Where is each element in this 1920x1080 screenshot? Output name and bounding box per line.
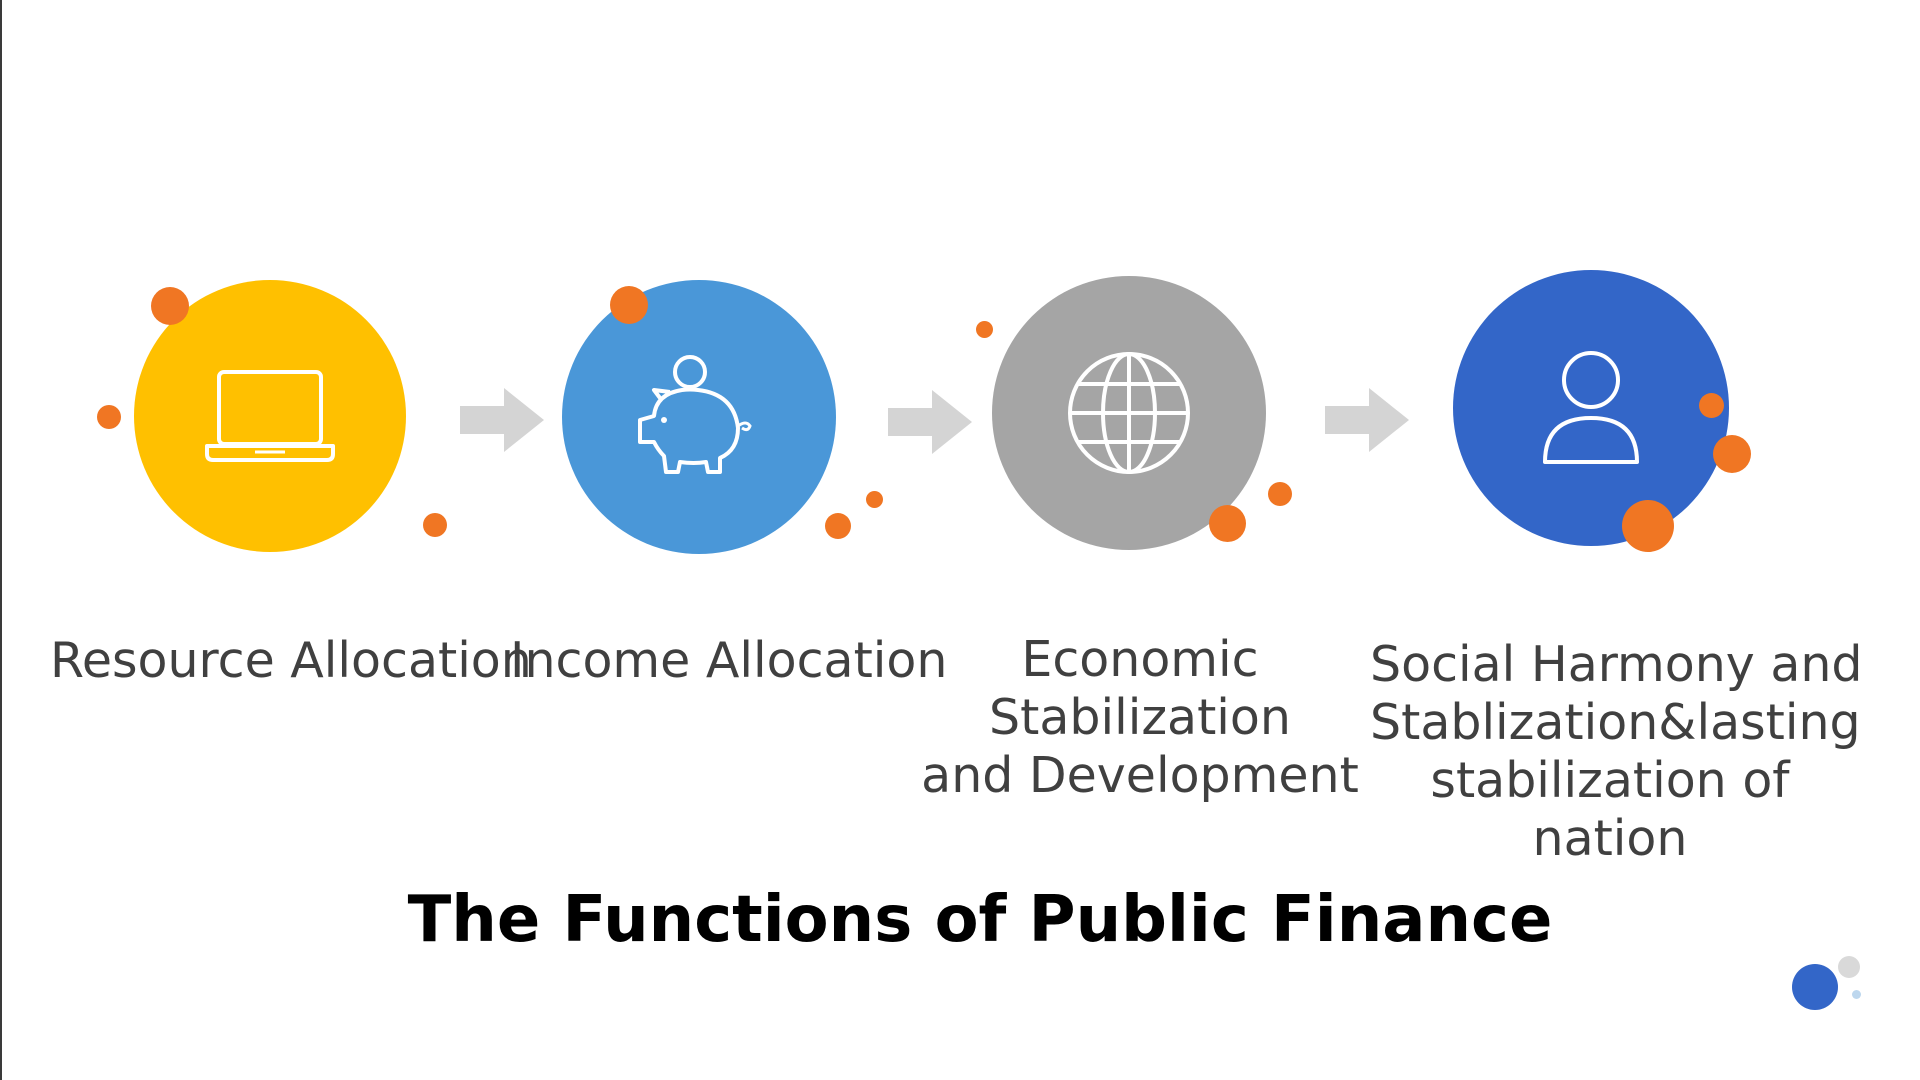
corner-dot-large bbox=[1792, 964, 1838, 1010]
accent-dot bbox=[97, 405, 121, 429]
globe-icon bbox=[1068, 352, 1190, 474]
label-line: Resource Allocation bbox=[50, 632, 532, 689]
piggy-bank-icon bbox=[638, 355, 752, 474]
label-line: stabilization of bbox=[1430, 752, 1790, 809]
accent-dot bbox=[610, 286, 648, 324]
step-1-label: Resource Allocation bbox=[50, 632, 532, 690]
arrow-right-icon bbox=[1325, 388, 1409, 452]
accent-dot bbox=[976, 321, 993, 338]
step-4-circle bbox=[1453, 270, 1729, 546]
accent-dot bbox=[1268, 482, 1292, 506]
arrow-right-icon bbox=[460, 388, 544, 452]
person-icon bbox=[1543, 351, 1639, 464]
corner-dot-gray bbox=[1838, 956, 1860, 978]
label-line: Social Harmony and bbox=[1370, 636, 1863, 693]
arrow-right-icon bbox=[888, 390, 972, 454]
accent-dot bbox=[825, 513, 851, 539]
slide-title: The Functions of Public Finance bbox=[407, 883, 1553, 957]
accent-dot bbox=[423, 513, 447, 537]
accent-dot bbox=[1699, 393, 1724, 418]
label-line: Stabilization bbox=[989, 689, 1291, 746]
accent-dot bbox=[1209, 505, 1246, 542]
label-line: nation bbox=[1532, 810, 1688, 867]
label-line: and Development bbox=[921, 747, 1359, 804]
step-4-label: Social Harmony and Stablization&lasting … bbox=[1370, 636, 1863, 868]
step-3-circle bbox=[992, 276, 1266, 550]
accent-dot bbox=[1622, 500, 1674, 552]
step-2-label: Income Allocation bbox=[510, 632, 948, 690]
laptop-icon bbox=[205, 370, 335, 462]
label-line: Income Allocation bbox=[510, 632, 948, 689]
corner-dot-small bbox=[1852, 990, 1861, 999]
accent-dot bbox=[1713, 435, 1751, 473]
step-1-circle bbox=[134, 280, 406, 552]
label-line: Economic bbox=[1021, 631, 1259, 688]
step-2-circle bbox=[562, 280, 836, 554]
accent-dot bbox=[151, 287, 189, 325]
left-edge-line bbox=[0, 0, 2, 1080]
label-line: Stablization&lasting bbox=[1370, 694, 1861, 751]
step-3-label: Economic Stabilization and Development bbox=[920, 631, 1360, 805]
accent-dot bbox=[866, 491, 883, 508]
